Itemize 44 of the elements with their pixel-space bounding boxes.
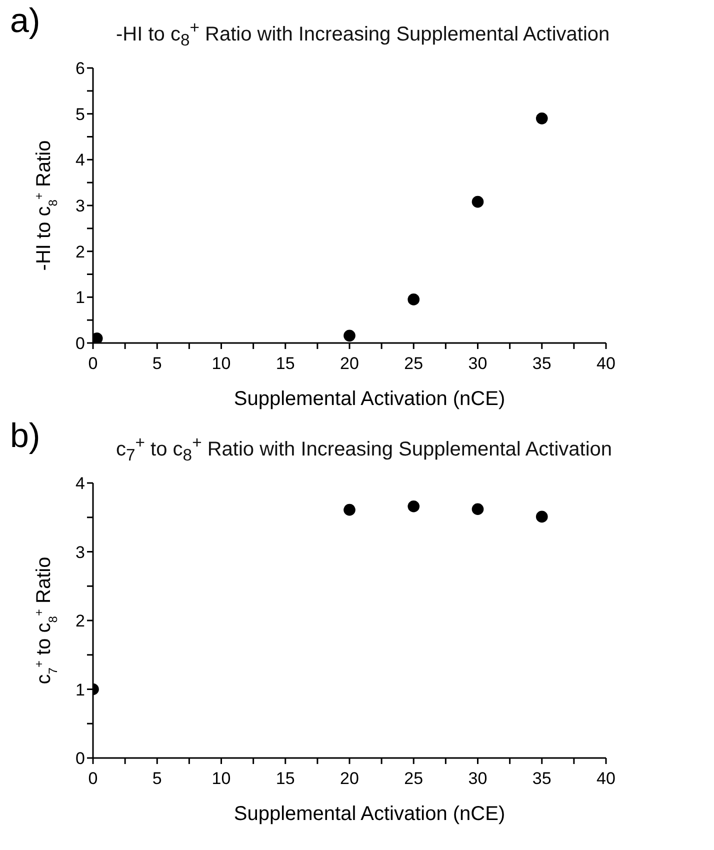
x-tick-label: 0: [88, 354, 98, 374]
point: [344, 330, 356, 342]
y-tick-label: 1: [76, 288, 85, 308]
x-tick-label: 40: [596, 769, 616, 788]
y-tick-label: 2: [76, 612, 85, 631]
x-tick-label: 30: [468, 769, 488, 788]
x-axis-title: Supplemental Activation (nCE): [234, 803, 506, 825]
point: [408, 500, 420, 512]
x-tick-label: 35: [532, 354, 552, 374]
point: [408, 294, 420, 306]
y-tick-label: 3: [76, 196, 85, 216]
point: [536, 510, 548, 523]
text: b): [10, 417, 40, 456]
x-tick-label: 40: [596, 354, 616, 374]
x-tick-label: 10: [212, 354, 231, 374]
y-tick-label: 4: [76, 150, 85, 170]
y-tick-label: 6: [76, 59, 85, 78]
text: a): [10, 2, 40, 41]
x-tick-label: 35: [532, 769, 552, 788]
y-tick-label: 5: [76, 104, 85, 124]
x-tick-label: 0: [88, 769, 98, 788]
y-tick-label: 4: [76, 474, 85, 494]
y-tick-label: 1: [76, 680, 85, 700]
x-tick-label: 5: [152, 769, 162, 788]
point: [472, 196, 484, 208]
y-tick-label: 3: [76, 542, 85, 562]
chart-title: c$_{7}$$^{+}$ to c$_{8}$$^{+}$ Ratio with Increasing Supplemental Activation: [116, 433, 612, 466]
point: [536, 112, 548, 124]
point: [472, 503, 484, 516]
x-tick-label: 5: [152, 354, 162, 374]
point: [344, 504, 356, 516]
x-tick-label: 15: [276, 354, 295, 374]
chart-title: -HI to c$_{8}$$^{+}$ Ratio with Increasing Supplemental Activation: [116, 18, 610, 51]
x-tick-label: 10: [212, 769, 231, 788]
y-tick-label: 0: [76, 749, 85, 768]
x-tick-label: 15: [276, 769, 295, 788]
x-tick-label: 25: [404, 354, 424, 374]
y-tick-label: 0: [76, 334, 85, 354]
x-tick-label: 20: [340, 354, 359, 374]
x-tick-label: 30: [468, 354, 488, 374]
x-tick-label: 20: [340, 769, 359, 788]
x-axis-title: Supplemental Activation (nCE): [234, 388, 506, 410]
y-tick-label: 2: [76, 242, 85, 262]
x-tick-label: 25: [404, 769, 424, 788]
